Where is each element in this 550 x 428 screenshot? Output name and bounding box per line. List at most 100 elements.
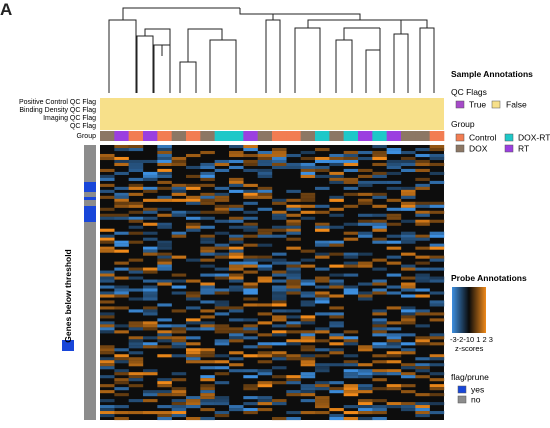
heat-cell — [415, 312, 430, 316]
heat-cell — [128, 324, 144, 328]
heat-cell — [272, 381, 287, 385]
heat-cell — [286, 381, 301, 385]
heat-cell — [401, 342, 416, 346]
heat-cell — [429, 219, 445, 223]
heat-cell — [171, 279, 187, 283]
heat-cell — [143, 249, 158, 253]
heat-cell — [157, 186, 172, 190]
heat-cell — [171, 291, 187, 295]
heat-cell — [429, 243, 445, 247]
heat-cell — [386, 159, 402, 164]
heat-cell — [272, 351, 287, 355]
heat-cell — [243, 243, 258, 247]
heat-cell — [429, 402, 445, 406]
heat-cell — [372, 156, 387, 161]
heat-cell — [171, 192, 187, 196]
heat-cell — [143, 267, 158, 271]
heat-cell — [286, 393, 301, 397]
heat-cell — [114, 378, 129, 382]
heat-cell — [143, 270, 158, 274]
heat-cell — [100, 207, 115, 211]
heat-cell — [372, 378, 387, 382]
heat-cell — [157, 147, 172, 152]
heat-cell — [157, 279, 172, 283]
heat-cell — [186, 396, 201, 400]
heat-cell — [171, 198, 187, 202]
zscore-ticks: -3-2-10 1 2 3 — [450, 335, 493, 344]
heat-cell — [358, 363, 373, 367]
heat-cell — [272, 159, 287, 164]
heat-cell — [214, 252, 230, 256]
heat-cell — [358, 264, 373, 268]
heat-cell — [343, 186, 359, 190]
heat-cell — [171, 213, 187, 217]
heat-cell — [243, 192, 258, 196]
heat-cell — [343, 285, 359, 289]
heat-cell — [114, 348, 129, 352]
heat-cell — [243, 330, 258, 334]
heat-cell — [415, 366, 430, 370]
heat-cell — [300, 393, 316, 397]
heat-cell — [200, 351, 215, 355]
heat-cell — [401, 315, 416, 319]
heat-cell — [143, 198, 158, 202]
heat-cell — [128, 147, 144, 152]
heat-cell — [401, 282, 416, 286]
heat-cell — [157, 240, 172, 244]
heat-cell — [100, 228, 115, 232]
heat-cell — [401, 312, 416, 316]
heat-cell — [200, 174, 215, 178]
heat-cell — [157, 345, 172, 349]
heat-cell — [257, 279, 273, 283]
heat-cell — [272, 297, 287, 301]
heat-cell — [243, 145, 258, 149]
heat-cell — [358, 294, 373, 298]
heat-cell — [128, 216, 144, 220]
heat-cell — [372, 369, 387, 373]
heat-cell — [128, 258, 144, 262]
group-cell-20 — [386, 131, 402, 141]
heat-cell — [401, 402, 416, 406]
heat-cell — [143, 393, 158, 397]
heat-cell — [157, 417, 172, 421]
heat-cell — [372, 330, 387, 334]
heat-cell — [415, 222, 430, 226]
heat-cell — [171, 210, 187, 214]
heat-cell — [200, 258, 215, 262]
heat-cell — [200, 162, 215, 167]
heat-cell — [343, 393, 359, 397]
heat-cell — [100, 324, 115, 328]
heat-cell — [229, 339, 244, 343]
heat-cell — [128, 321, 144, 325]
heat-cell — [214, 192, 230, 196]
heat-cell — [200, 195, 215, 199]
heat-cell — [415, 324, 430, 328]
heat-cell — [257, 384, 273, 388]
heat-cell — [229, 150, 244, 155]
heat-cell — [300, 375, 316, 379]
heat-cell — [372, 411, 387, 415]
heat-cell — [186, 186, 201, 190]
heat-cell — [386, 213, 402, 217]
heat-cell — [286, 198, 301, 202]
heat-cell — [243, 234, 258, 238]
heat-cell — [315, 279, 330, 283]
heat-cell — [200, 390, 215, 394]
heat-cell — [128, 378, 144, 382]
heat-cell — [429, 255, 445, 259]
heat-cell — [329, 294, 344, 298]
heat-cell — [214, 255, 230, 259]
heat-cell — [214, 414, 230, 418]
heat-cell — [300, 192, 316, 196]
heat-cell — [315, 384, 330, 388]
heat-cell — [157, 393, 172, 397]
heat-cell — [100, 330, 115, 334]
heat-cell — [143, 159, 158, 164]
heat-cell — [229, 327, 244, 331]
heat-cell — [401, 252, 416, 256]
heat-cell — [429, 411, 445, 415]
heat-cell — [286, 342, 301, 346]
group-cell-12 — [272, 131, 287, 141]
heat-cell — [386, 321, 402, 325]
heat-cell — [128, 165, 144, 170]
